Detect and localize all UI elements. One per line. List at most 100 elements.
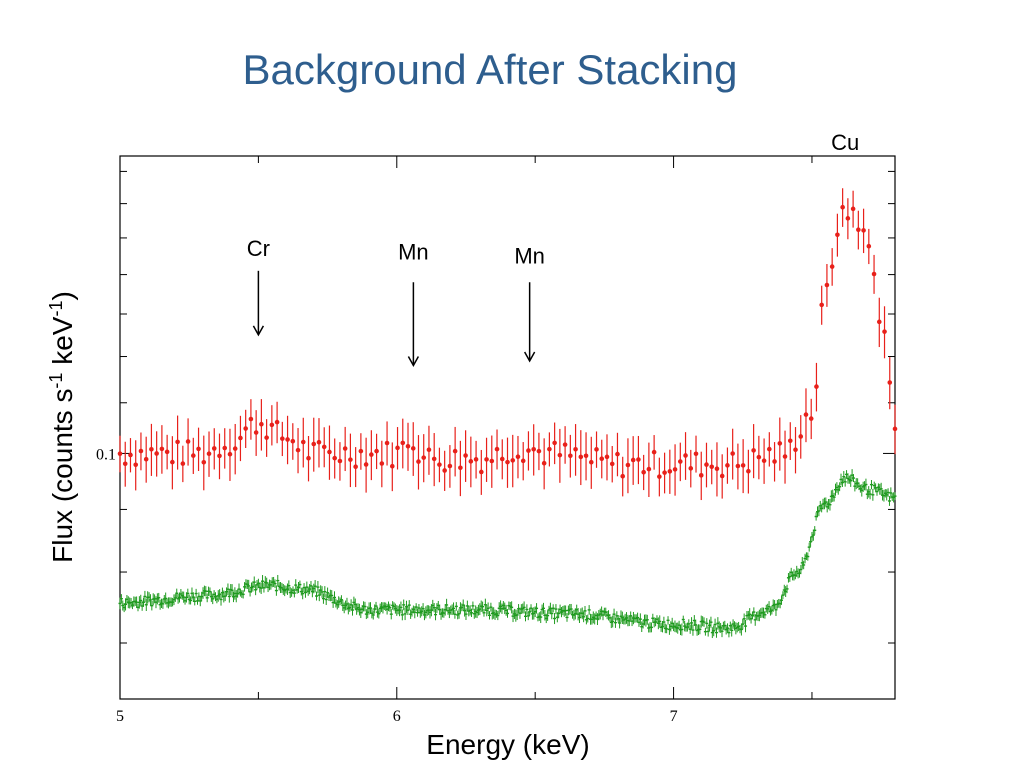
data-point: [751, 448, 756, 453]
data-point: [678, 459, 683, 464]
data-point: [285, 437, 290, 442]
data-point: [217, 453, 222, 459]
data-point: [222, 445, 228, 451]
data-point: [777, 441, 783, 446]
data-point: [746, 468, 751, 474]
data-point: [515, 454, 521, 460]
line-annotations: Cr Mn Mn Cu: [247, 130, 859, 368]
data-point: [248, 416, 254, 422]
data-point: [494, 446, 500, 452]
data-point: [280, 436, 285, 441]
data-point: [138, 448, 144, 454]
data-point: [526, 448, 531, 453]
data-point: [473, 457, 479, 462]
data-point: [756, 454, 762, 460]
data-point: [437, 462, 442, 467]
data-point: [421, 455, 427, 460]
data-point: [871, 271, 877, 277]
data-point: [164, 449, 170, 455]
data-point: [761, 458, 767, 464]
data-point: [185, 439, 191, 444]
data-point: [808, 416, 814, 421]
data-point: [693, 451, 699, 457]
data-point: [578, 454, 584, 460]
data-point: [306, 455, 311, 461]
data-point: [499, 456, 505, 462]
data-point: [353, 464, 358, 469]
data-point: [452, 448, 458, 454]
data-point: [238, 435, 243, 441]
data-point: [856, 227, 861, 233]
series-0: [117, 188, 898, 501]
data-point: [259, 421, 264, 427]
data-point: [442, 468, 447, 473]
data-point: [510, 458, 516, 463]
data-point: [793, 447, 798, 453]
data-point: [264, 435, 269, 440]
data-point: [243, 426, 248, 431]
data-point: [719, 473, 725, 479]
data-point: [133, 462, 139, 468]
data-point: [772, 459, 777, 464]
data-point: [882, 329, 887, 334]
data-point: [814, 384, 819, 389]
data-point: [426, 447, 432, 453]
data-point: [206, 451, 212, 456]
data-point: [782, 454, 788, 459]
annotation-label: Cu: [831, 130, 859, 155]
data-point: [588, 459, 594, 465]
data-point: [599, 456, 605, 461]
data-point: [573, 446, 578, 452]
data-point: [824, 282, 830, 288]
data-point: [505, 459, 510, 465]
data-point: [840, 204, 845, 210]
annotation-label: Cr: [247, 236, 270, 261]
data-point: [447, 463, 453, 469]
data-point: [201, 459, 207, 465]
data-point: [269, 422, 275, 428]
data-point: [128, 452, 133, 458]
data-point: [227, 451, 233, 457]
data-point: [122, 461, 128, 467]
data-point: [850, 206, 856, 212]
data-point: [300, 439, 306, 445]
data-point: [672, 467, 678, 472]
data-point: [803, 412, 809, 417]
data-point: [468, 459, 474, 464]
data-point: [327, 449, 332, 455]
data-point: [557, 452, 563, 458]
data-point: [866, 243, 872, 249]
data-point: [725, 463, 730, 468]
data-point: [253, 430, 259, 435]
data-point: [489, 458, 495, 464]
data-point: [405, 443, 411, 449]
annotation-mn: Mn: [398, 240, 429, 368]
data-point: [384, 440, 390, 446]
data-point: [520, 458, 526, 464]
data-series: [117, 188, 898, 639]
data-point: [887, 380, 893, 385]
x-tick-label: 7: [670, 708, 678, 725]
data-point: [463, 453, 468, 458]
data-point: [541, 460, 547, 466]
data-point: [170, 459, 175, 465]
y-axis-title-part: Flux (counts s: [47, 389, 78, 563]
data-point: [536, 448, 542, 454]
data-point: [798, 434, 804, 439]
data-point: [458, 465, 463, 471]
data-point: [274, 419, 280, 425]
data-point: [876, 319, 882, 325]
data-point: [704, 462, 709, 467]
data-point: [143, 456, 149, 462]
data-point: [332, 455, 337, 461]
data-point: [730, 451, 735, 456]
data-point: [829, 264, 835, 269]
series-1: [118, 469, 897, 639]
data-point: [787, 438, 793, 444]
y-axis-title-part: -1: [46, 300, 66, 316]
data-point: [562, 442, 568, 447]
data-point: [484, 457, 489, 462]
data-point: [845, 216, 851, 221]
annotation-mn: Mn: [514, 243, 545, 363]
